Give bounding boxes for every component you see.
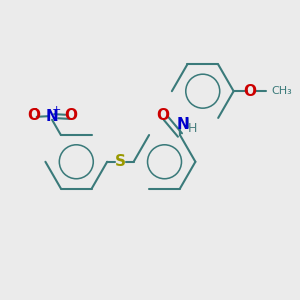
- Text: O: O: [27, 108, 40, 123]
- Text: O: O: [243, 84, 256, 99]
- Text: H: H: [188, 122, 197, 135]
- Text: O: O: [64, 108, 77, 123]
- Text: +: +: [52, 105, 62, 115]
- Text: CH₃: CH₃: [272, 85, 292, 96]
- Text: N: N: [46, 109, 59, 124]
- Text: -: -: [32, 102, 37, 115]
- Text: S: S: [115, 154, 126, 169]
- Text: O: O: [156, 108, 169, 123]
- Text: N: N: [177, 118, 190, 133]
